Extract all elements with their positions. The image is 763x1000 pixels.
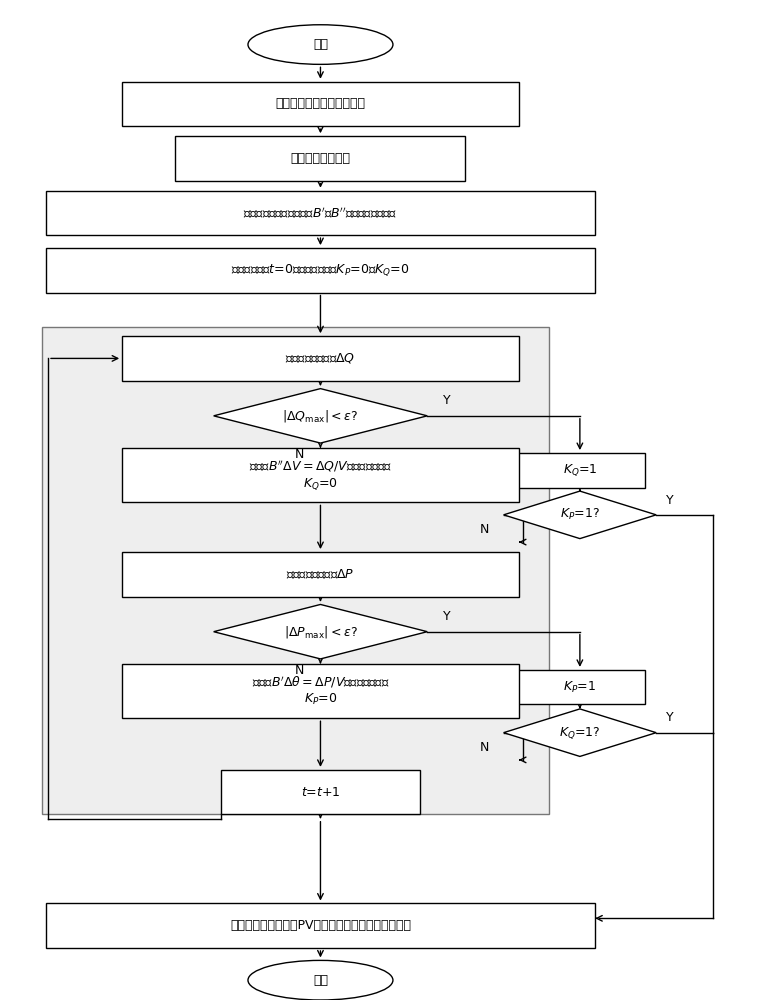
Text: 计算有功不平衡量$\Delta P$: 计算有功不平衡量$\Delta P$ (286, 568, 355, 581)
Text: 解方程$B''\Delta V=\Delta Q/V$，修正电压幅値
$K_Q$=0: 解方程$B''\Delta V=\Delta Q/V$，修正电压幅値 $K_Q$… (249, 459, 392, 492)
Text: $|\Delta Q_{\rm max}|<\varepsilon$?: $|\Delta Q_{\rm max}|<\varepsilon$? (282, 408, 359, 424)
Ellipse shape (248, 960, 393, 1000)
Text: Y: Y (666, 711, 674, 724)
Text: 形成节点导纳矩阵: 形成节点导纳矩阵 (291, 152, 350, 165)
Text: 计算平衡节点功率及PV节点无功功率，计算支路功率: 计算平衡节点功率及PV节点无功功率，计算支路功率 (230, 919, 411, 932)
Text: N: N (480, 741, 489, 754)
Text: 结束: 结束 (313, 974, 328, 987)
Text: $K_Q$=1?: $K_Q$=1? (559, 725, 600, 741)
Text: Y: Y (666, 493, 674, 506)
Text: $K_Q$=1: $K_Q$=1 (562, 462, 597, 478)
Text: 解方程$B'\Delta\theta=\Delta P/V$，修正电压相角
$K_P$=0: 解方程$B'\Delta\theta=\Delta P/V$，修正电压相角 $K… (252, 675, 389, 707)
Text: $|\Delta P_{\rm max}|<\varepsilon$?: $|\Delta P_{\rm max}|<\varepsilon$? (284, 624, 357, 640)
FancyBboxPatch shape (46, 248, 595, 293)
Text: Y: Y (443, 394, 450, 407)
FancyBboxPatch shape (515, 453, 645, 488)
Text: 设置迭代计数$t$=0，设置收敛标志$K_P$=0，$K_Q$=0: 设置迭代计数$t$=0，设置收敛标志$K_P$=0，$K_Q$=0 (231, 262, 410, 278)
FancyBboxPatch shape (175, 136, 465, 181)
FancyBboxPatch shape (46, 903, 595, 948)
FancyBboxPatch shape (122, 448, 519, 502)
Text: $K_P$=1: $K_P$=1 (563, 680, 597, 695)
FancyBboxPatch shape (515, 670, 645, 704)
FancyBboxPatch shape (221, 770, 420, 814)
FancyBboxPatch shape (122, 82, 519, 126)
FancyBboxPatch shape (122, 664, 519, 718)
FancyBboxPatch shape (122, 552, 519, 597)
Text: 形成修正方程的系数矩阵$B'$和$B''$并进行因子表分解: 形成修正方程的系数矩阵$B'$和$B''$并进行因子表分解 (243, 205, 398, 220)
Polygon shape (504, 491, 656, 539)
FancyBboxPatch shape (46, 191, 595, 235)
Text: $K_P$=1?: $K_P$=1? (560, 507, 600, 522)
Text: 开始: 开始 (313, 38, 328, 51)
Text: Y: Y (443, 610, 450, 623)
Text: N: N (295, 664, 304, 677)
Text: 计算无功不平衡量$\Delta Q$: 计算无功不平衡量$\Delta Q$ (285, 351, 356, 365)
Text: N: N (480, 523, 489, 536)
Text: $t$=$t$+1: $t$=$t$+1 (301, 786, 340, 799)
Text: N: N (295, 448, 304, 461)
Polygon shape (214, 389, 427, 443)
Ellipse shape (248, 25, 393, 64)
FancyBboxPatch shape (42, 327, 549, 814)
Text: 原始数据输入和电压初始化: 原始数据输入和电压初始化 (275, 97, 365, 110)
FancyBboxPatch shape (122, 336, 519, 381)
Polygon shape (214, 604, 427, 659)
Polygon shape (504, 709, 656, 756)
